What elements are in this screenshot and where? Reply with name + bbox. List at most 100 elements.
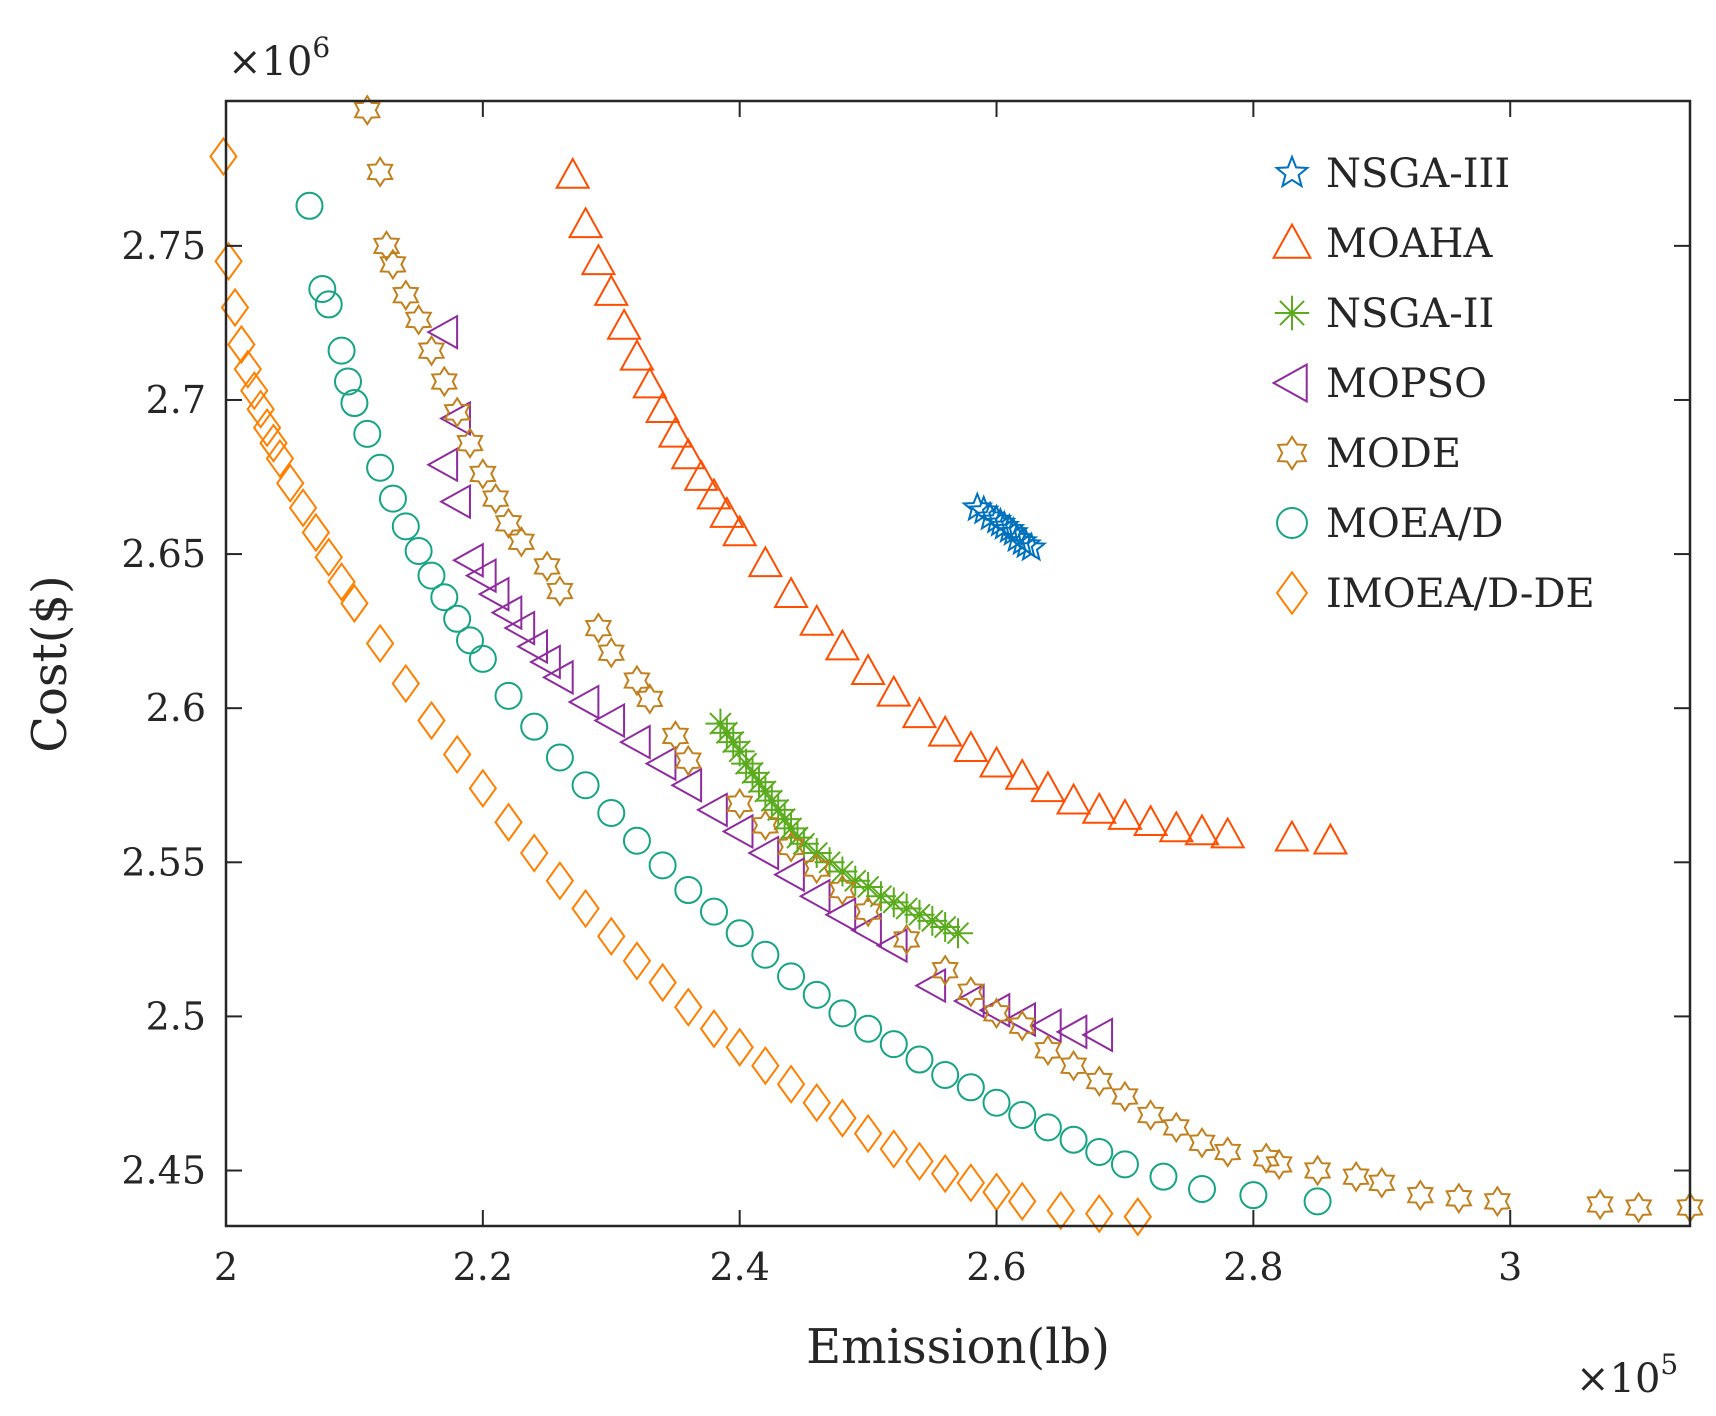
data-point — [468, 644, 497, 673]
data-marks — [209, 94, 1704, 1237]
data-point — [308, 275, 337, 304]
data-point — [993, 512, 1026, 544]
data-point — [391, 512, 420, 541]
data-point — [1029, 1007, 1062, 1044]
data-point — [528, 644, 561, 680]
data-point — [288, 488, 318, 528]
data-point — [353, 419, 382, 448]
data-point — [1445, 1182, 1473, 1215]
data-point — [584, 612, 613, 644]
data-point — [482, 482, 510, 515]
data-point — [751, 940, 780, 969]
legend-entry: MOEA/D — [1276, 501, 1503, 547]
data-point — [404, 537, 433, 565]
y-tick-label: 2.55 — [121, 840, 206, 884]
data-point — [824, 896, 857, 933]
data-point — [430, 583, 459, 612]
data-point — [490, 594, 523, 631]
data-point — [1081, 791, 1117, 824]
data-point — [1008, 1101, 1037, 1130]
data-point — [876, 674, 912, 707]
data-point — [956, 1163, 986, 1203]
y-tick-label: 2.7 — [146, 378, 206, 422]
y-axis-label: Cost($) — [22, 575, 78, 753]
data-point — [763, 794, 794, 825]
x-tick-label: 2 — [214, 1245, 238, 1289]
data-point — [555, 156, 591, 189]
series-2 — [705, 708, 973, 949]
data-point — [443, 604, 472, 633]
data-point — [854, 895, 882, 928]
legend: NSGA-III MOAHA NSGA-II MOPSO MODE MOEA/D IMOEA… — [1271, 151, 1595, 617]
data-point — [417, 561, 446, 590]
data-point — [1085, 1193, 1114, 1234]
data-point — [545, 743, 574, 772]
data-point — [366, 453, 395, 482]
data-point — [209, 136, 238, 177]
data-point — [426, 446, 459, 483]
data-point — [1046, 1190, 1075, 1231]
data-point — [930, 1153, 960, 1194]
data-point — [828, 999, 857, 1028]
data-point — [878, 887, 909, 918]
legend-marker — [1275, 570, 1309, 616]
data-point — [372, 230, 401, 262]
data-point — [439, 483, 471, 520]
data-point — [905, 1141, 934, 1181]
data-point — [520, 712, 549, 741]
data-point — [1209, 816, 1246, 849]
data-point — [917, 905, 948, 936]
data-point — [567, 684, 600, 720]
data-point — [593, 702, 626, 739]
data-point — [725, 919, 754, 948]
data-point — [340, 583, 369, 624]
data-point — [1265, 1148, 1293, 1181]
data-point — [1624, 1191, 1653, 1224]
x-exponent-base: ×10 — [1576, 1356, 1660, 1402]
data-point — [494, 507, 523, 540]
data-point — [366, 156, 394, 188]
data-point — [648, 962, 677, 1003]
data-point — [854, 1014, 883, 1043]
data-point — [674, 744, 702, 777]
data-point — [545, 861, 575, 901]
data-point — [456, 427, 484, 459]
data-point — [265, 438, 295, 479]
data-point — [700, 897, 728, 926]
series-6 — [209, 136, 1153, 1237]
data-point — [802, 980, 831, 1009]
data-point — [1085, 1065, 1114, 1097]
data-point — [214, 241, 243, 281]
data-point — [516, 628, 549, 665]
data-point — [468, 768, 498, 809]
data-point — [725, 787, 754, 820]
data-point — [798, 878, 831, 914]
data-point — [567, 206, 604, 239]
data-point — [737, 757, 768, 788]
data-point — [1303, 1154, 1332, 1187]
data-point — [597, 798, 626, 827]
data-point — [982, 1088, 1011, 1117]
data-point — [451, 542, 484, 578]
data-point — [978, 745, 1015, 778]
data-point — [632, 366, 668, 399]
data-point — [391, 663, 421, 704]
data-point — [443, 396, 471, 429]
data-point — [571, 771, 600, 800]
data-point — [747, 835, 780, 871]
data-point — [1030, 770, 1066, 803]
series-1 — [555, 156, 1349, 855]
data-point — [636, 683, 664, 715]
data-point — [503, 610, 536, 646]
x-tick-label: 2.4 — [709, 1245, 769, 1289]
data-point — [1136, 1099, 1165, 1131]
legend-marker — [1271, 362, 1308, 404]
data-point — [494, 681, 523, 710]
legend-entry: NSGA-II — [1274, 291, 1494, 337]
data-point — [295, 191, 324, 220]
data-point — [417, 334, 446, 367]
data-point — [597, 916, 626, 956]
legend-marker — [1274, 295, 1310, 331]
data-point — [931, 1060, 960, 1089]
